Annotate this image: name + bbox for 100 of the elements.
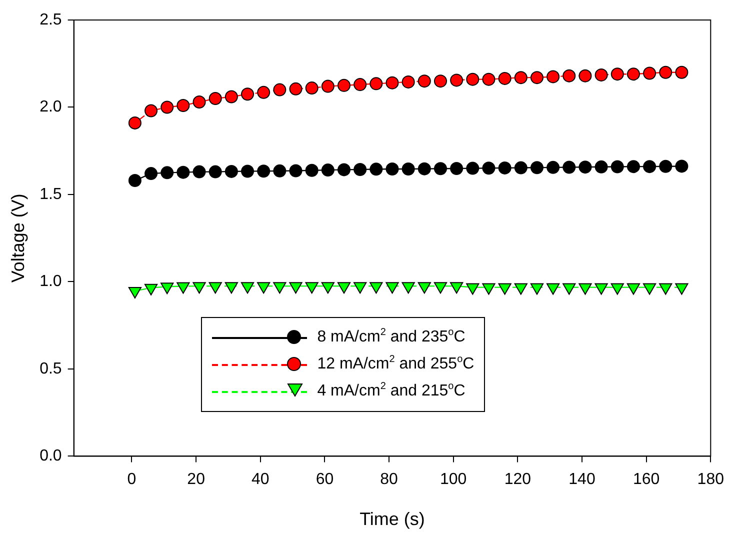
- x-tick-label: 80: [380, 471, 398, 488]
- point: [224, 164, 238, 178]
- point: [594, 68, 608, 82]
- point: [241, 164, 254, 178]
- point: [594, 160, 608, 174]
- y-tick-label: 2.5: [40, 11, 62, 28]
- x-tick-label: 20: [187, 471, 206, 488]
- point: [192, 165, 206, 178]
- point: [337, 282, 351, 294]
- point: [176, 98, 190, 112]
- x-tick-label: 180: [697, 471, 724, 488]
- point: [402, 162, 415, 176]
- point: [562, 160, 576, 174]
- x-tick-label: 160: [632, 471, 660, 488]
- point: [224, 90, 238, 104]
- point: [546, 160, 560, 174]
- point: [450, 282, 464, 294]
- point: [626, 68, 640, 81]
- x-tick-label: 60: [316, 471, 334, 488]
- point: [594, 283, 608, 295]
- point: [610, 160, 624, 174]
- point: [160, 166, 174, 180]
- x-tick-label: 0: [127, 471, 136, 488]
- point: [610, 283, 624, 295]
- x-tick-label: 40: [251, 471, 270, 488]
- point: [305, 82, 318, 95]
- point: [289, 164, 302, 178]
- point: [128, 286, 142, 298]
- point: [514, 71, 528, 84]
- point: [370, 77, 383, 90]
- point: [418, 282, 431, 294]
- point: [546, 283, 560, 295]
- point: [354, 163, 367, 176]
- point: [514, 283, 528, 295]
- point: [305, 164, 318, 177]
- point: [370, 282, 383, 294]
- point: [160, 100, 174, 114]
- point: [224, 282, 238, 294]
- point: [128, 116, 142, 130]
- point: [321, 164, 334, 177]
- point: [578, 69, 592, 82]
- point: [144, 284, 158, 296]
- point: [321, 282, 334, 294]
- point: [530, 161, 544, 174]
- point: [240, 282, 254, 294]
- point: [466, 283, 480, 295]
- point: [642, 283, 656, 295]
- point: [466, 162, 480, 175]
- point: [160, 282, 174, 294]
- point: [386, 282, 399, 294]
- point: [530, 283, 544, 295]
- point: [562, 283, 576, 295]
- point: [354, 282, 367, 294]
- point: [498, 72, 512, 85]
- y-tick-label: 1.0: [40, 273, 62, 290]
- point: [208, 165, 222, 178]
- y-tick-label: 2.0: [40, 98, 62, 116]
- point: [386, 76, 399, 90]
- point: [257, 164, 270, 178]
- point: [321, 80, 334, 93]
- point: [144, 167, 158, 180]
- point: [418, 162, 431, 176]
- point: [354, 78, 367, 92]
- y-tick-label: 1.5: [40, 186, 62, 203]
- point: [338, 163, 351, 176]
- x-tick-label: 140: [568, 471, 596, 488]
- point: [434, 282, 448, 294]
- y-axis-title: Voltage (V): [8, 194, 28, 283]
- point: [482, 162, 496, 175]
- point: [498, 283, 512, 295]
- point: [578, 283, 592, 295]
- point: [402, 75, 415, 88]
- point: [273, 164, 286, 178]
- legend-label: 4 mA/cm$^{2}$ and 215$^{o}$C: [317, 381, 466, 401]
- point: [434, 162, 447, 176]
- y-tick-label: 0.5: [40, 360, 62, 378]
- legend-label: 8 mA/cm$^{2}$ and 235$^{o}$C: [317, 327, 466, 347]
- point: [208, 92, 222, 106]
- point: [176, 166, 190, 179]
- point: [643, 160, 656, 174]
- point: [273, 282, 286, 294]
- point: [675, 283, 688, 295]
- point: [626, 160, 640, 174]
- point: [176, 282, 190, 294]
- point: [482, 72, 496, 86]
- x-tick-label: 120: [504, 471, 532, 488]
- point: [289, 82, 302, 96]
- point: [257, 282, 270, 294]
- point: [386, 162, 399, 176]
- point: [546, 70, 560, 84]
- point: [273, 83, 286, 96]
- point: [659, 66, 672, 79]
- point: [450, 162, 464, 175]
- point: [626, 283, 640, 295]
- point: [659, 283, 672, 295]
- point: [192, 96, 206, 109]
- point: [659, 160, 672, 173]
- point: [610, 68, 624, 81]
- point: [305, 282, 318, 294]
- point: [434, 74, 447, 88]
